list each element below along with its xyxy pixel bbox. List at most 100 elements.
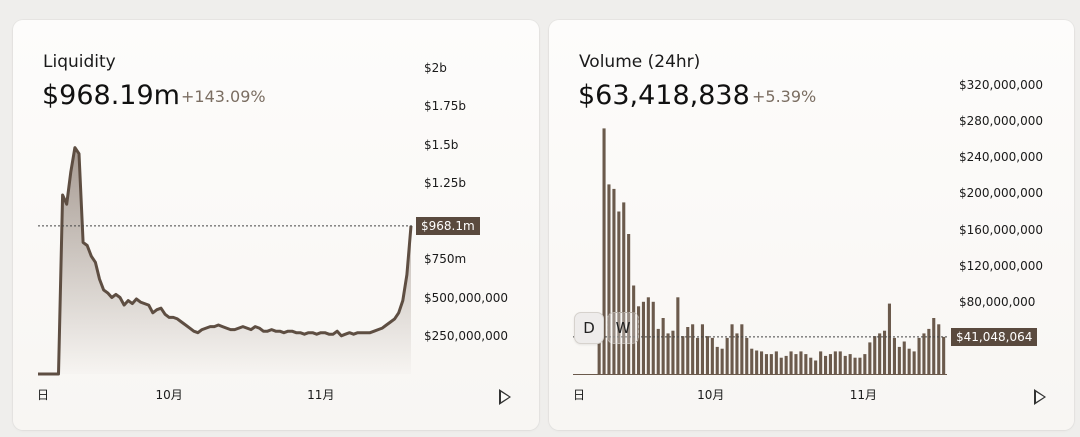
x-tick-label: 10月 — [697, 388, 725, 402]
y-tick-label: $320,000,000 — [959, 78, 1043, 93]
volume-title: Volume (24hr) — [579, 52, 701, 72]
liquidity-chart[interactable] — [13, 20, 539, 430]
volume-bar — [828, 354, 832, 374]
liquidity-area — [38, 147, 411, 374]
liquidity-change: +143.09% — [181, 87, 266, 106]
volume-bar — [789, 351, 793, 374]
volume-bar — [863, 354, 867, 374]
volume-bar — [878, 333, 882, 374]
y-tick-label: $1.75b — [424, 99, 466, 114]
x-tick-label: 10月 — [155, 388, 183, 402]
volume-bar — [868, 342, 872, 374]
volume-bar — [809, 357, 813, 374]
play-icon[interactable] — [1034, 389, 1046, 405]
volume-bar — [907, 348, 911, 374]
y-tick-label: $200,000,000 — [959, 186, 1043, 201]
volume-bar — [833, 351, 837, 374]
y-tick-label: $240,000,000 — [959, 150, 1043, 165]
volume-bar — [602, 128, 606, 374]
volume-bar — [764, 354, 768, 374]
volume-bar — [666, 333, 670, 374]
volume-bar — [612, 188, 616, 374]
volume-bar — [735, 333, 739, 374]
volume-bar — [641, 301, 645, 374]
volume-bar — [824, 355, 828, 374]
volume-bar — [597, 337, 601, 374]
y-tick-label: $120,000,000 — [959, 258, 1043, 273]
volume-bar — [656, 328, 660, 374]
x-tick-label: 日 — [572, 388, 586, 402]
volume-bar — [715, 346, 719, 374]
volume-bar — [912, 351, 916, 374]
y-tick-label: $750m — [424, 252, 467, 267]
volume-bar — [661, 318, 665, 374]
volume-bar — [750, 348, 754, 374]
volume-change: +5.39% — [752, 87, 817, 106]
x-tick-label: 日 — [36, 388, 50, 402]
volume-bar — [848, 354, 852, 374]
volume-bar — [681, 336, 685, 374]
y-tick-label: $250,000,000 — [424, 328, 508, 343]
y-tick-label: $280,000,000 — [959, 114, 1043, 129]
volume-bar — [784, 355, 788, 374]
volume-bar — [710, 337, 714, 374]
volume-bar — [622, 202, 626, 374]
liquidity-value: $968.19m — [42, 80, 180, 111]
volume-chart[interactable] — [549, 20, 1074, 430]
volume-bar — [676, 297, 680, 375]
volume-bar — [705, 336, 709, 374]
volume-bar — [897, 346, 901, 374]
volume-bar — [799, 351, 803, 374]
volume-bar — [858, 357, 862, 374]
volume-bar — [740, 324, 744, 374]
liquidity-card: Liquidity $968.19m +143.09% $250,000,000… — [13, 20, 539, 430]
volume-current-badge: $41,048,064 — [951, 327, 1038, 346]
volume-bar — [696, 337, 700, 374]
volume-bar — [617, 211, 621, 374]
volume-bar — [922, 333, 926, 374]
volume-bar — [646, 297, 650, 375]
y-tick-label: $500,000,000 — [424, 290, 508, 305]
y-tick-label: $1.5b — [424, 137, 459, 152]
volume-bar — [902, 341, 906, 374]
volume-bar — [838, 351, 842, 374]
volume-bar — [804, 354, 808, 374]
volume-bar — [937, 324, 941, 374]
volume-bar — [607, 184, 611, 374]
volume-bar — [760, 351, 764, 374]
volume-bar — [755, 350, 759, 374]
volume-bar — [769, 354, 773, 374]
y-tick-label: $160,000,000 — [959, 222, 1043, 237]
play-icon[interactable] — [499, 389, 511, 405]
x-tick-label: 11月 — [307, 388, 335, 402]
volume-bar — [853, 357, 857, 374]
volume-bar — [651, 301, 655, 374]
volume-bar — [942, 336, 946, 374]
volume-bar — [725, 337, 729, 374]
volume-bar — [794, 354, 798, 374]
x-tick-label: 11月 — [849, 388, 877, 402]
volume-bar — [720, 348, 724, 374]
y-tick-label: $80,000,000 — [959, 294, 1036, 309]
volume-value: $63,418,838 — [578, 80, 750, 111]
volume-bar — [843, 355, 847, 374]
volume-bar — [819, 351, 823, 374]
volume-bar — [883, 330, 887, 374]
volume-bar — [779, 357, 783, 374]
volume-bar — [932, 318, 936, 374]
volume-bar — [774, 351, 778, 374]
volume-bar — [637, 306, 641, 374]
liquidity-current-badge: $968.1m — [416, 216, 480, 235]
liquidity-line — [38, 146, 413, 376]
volume-bar — [632, 285, 636, 374]
volume-bar — [814, 360, 818, 374]
volume-bar — [892, 337, 896, 374]
volume-bar — [873, 336, 877, 374]
volume-card: Volume (24hr) $63,418,838 +5.39% $80,000… — [549, 20, 1074, 430]
volume-bar — [745, 337, 749, 374]
timeframe-week-button[interactable]: W — [607, 312, 639, 344]
volume-bar — [917, 337, 921, 374]
y-tick-label: $2b — [424, 61, 447, 75]
timeframe-day-button[interactable]: D — [574, 312, 604, 344]
volume-bar — [627, 234, 631, 374]
